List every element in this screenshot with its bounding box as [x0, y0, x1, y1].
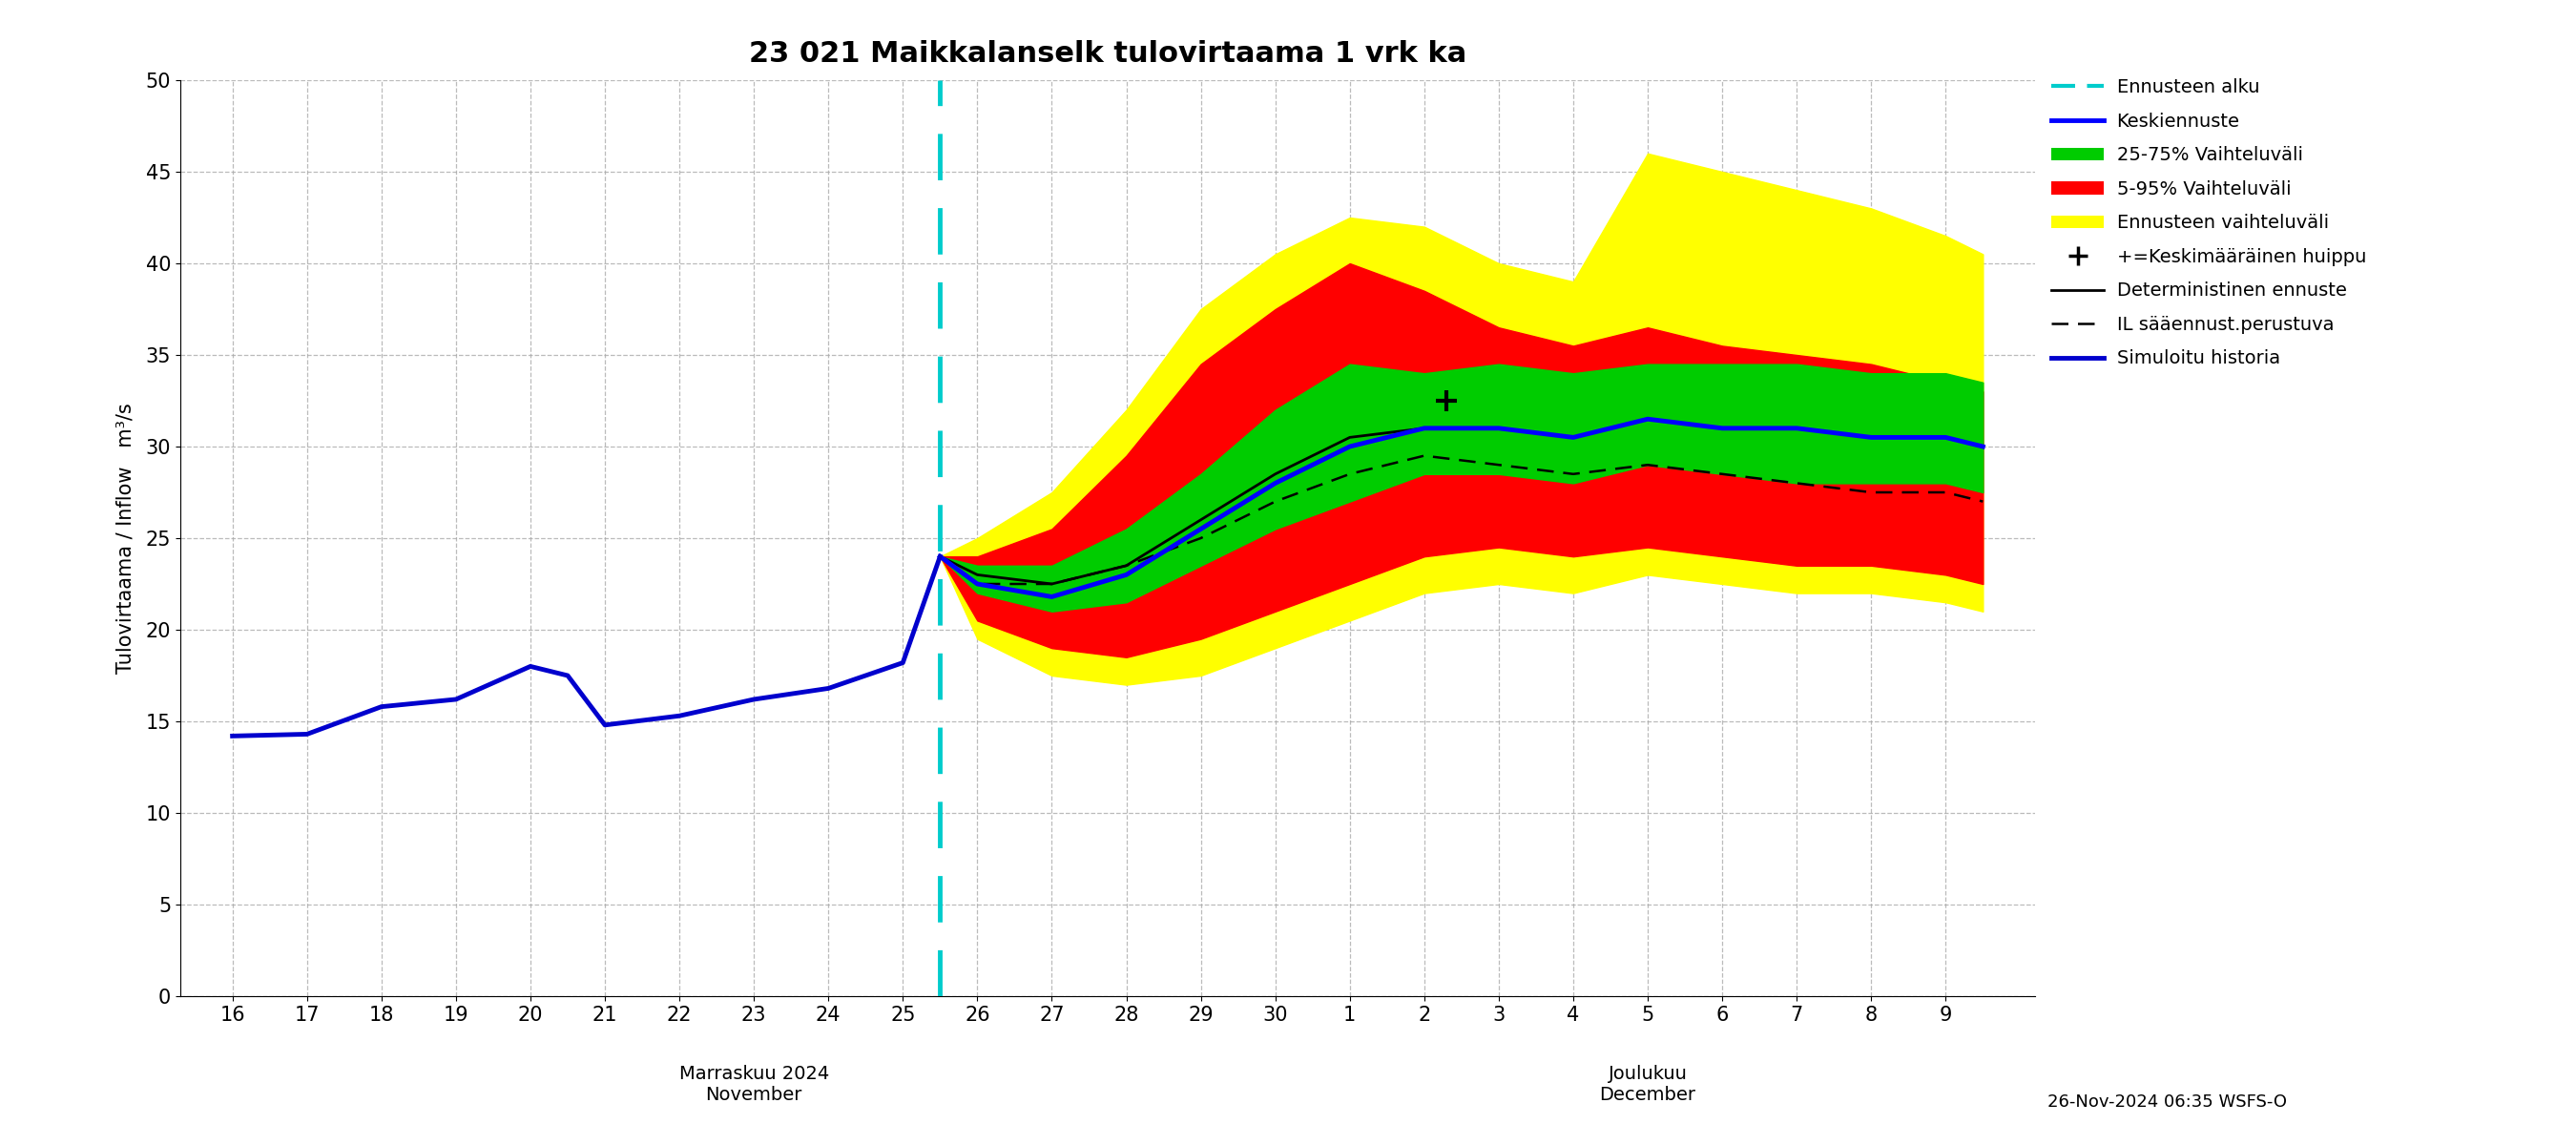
- Text: 26-Nov-2024 06:35 WSFS-O: 26-Nov-2024 06:35 WSFS-O: [2048, 1093, 2287, 1111]
- Text: Marraskuu 2024
November: Marraskuu 2024 November: [680, 1065, 829, 1104]
- Y-axis label: Tulovirtaama / Inflow   m³/s: Tulovirtaama / Inflow m³/s: [116, 403, 134, 673]
- Title: 23 021 Maikkalanselk tulovirtaama 1 vrk ka: 23 021 Maikkalanselk tulovirtaama 1 vrk …: [750, 40, 1466, 68]
- Legend: Ennusteen alku, Keskiennuste, 25-75% Vaihteluväli, 5-95% Vaihteluväli, Ennusteen: Ennusteen alku, Keskiennuste, 25-75% Vai…: [2045, 71, 2372, 376]
- Text: Joulukuu
December: Joulukuu December: [1600, 1065, 1695, 1104]
